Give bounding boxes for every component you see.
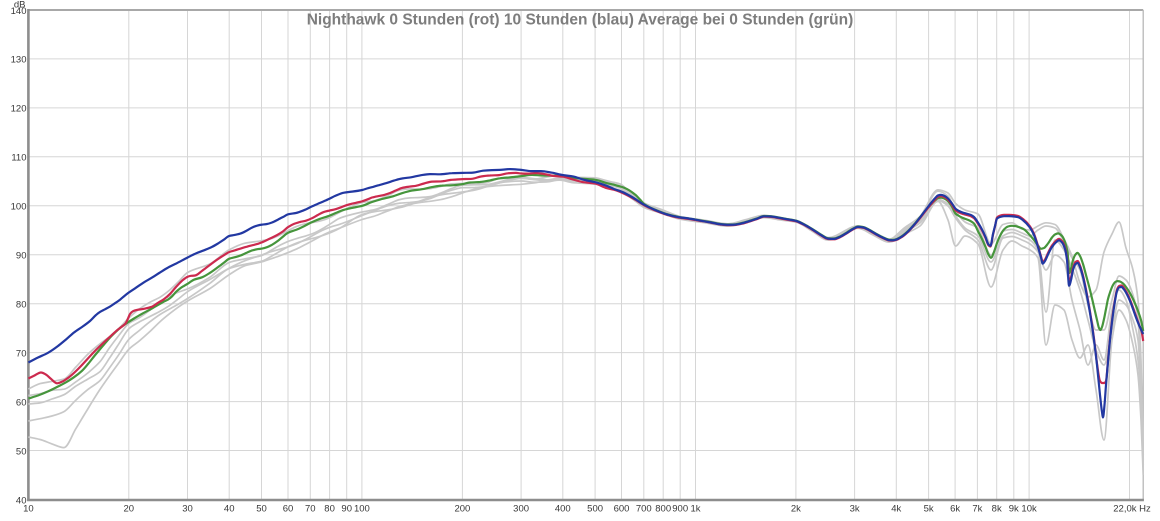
svg-text:800: 800 bbox=[655, 504, 671, 515]
svg-text:60: 60 bbox=[283, 504, 294, 515]
svg-text:22,0k Hz: 22,0k Hz bbox=[1113, 504, 1151, 515]
svg-text:70: 70 bbox=[16, 348, 27, 359]
svg-text:7k: 7k bbox=[972, 504, 982, 515]
svg-text:130: 130 bbox=[11, 55, 27, 66]
svg-text:50: 50 bbox=[256, 504, 267, 515]
svg-text:40: 40 bbox=[224, 504, 235, 515]
svg-text:60: 60 bbox=[16, 397, 27, 408]
svg-text:2k: 2k bbox=[791, 504, 801, 515]
svg-text:40: 40 bbox=[16, 495, 27, 506]
svg-text:100: 100 bbox=[11, 202, 27, 213]
svg-text:6k: 6k bbox=[950, 504, 960, 515]
svg-text:200: 200 bbox=[454, 504, 470, 515]
svg-text:9k: 9k bbox=[1009, 504, 1019, 515]
svg-text:80: 80 bbox=[324, 504, 335, 515]
svg-text:400: 400 bbox=[555, 504, 571, 515]
svg-text:10k: 10k bbox=[1021, 504, 1037, 515]
svg-text:3k: 3k bbox=[850, 504, 860, 515]
svg-text:30: 30 bbox=[182, 504, 193, 515]
svg-text:500: 500 bbox=[587, 504, 603, 515]
svg-text:Nighthawk 0 Stunden (rot) 10 S: Nighthawk 0 Stunden (rot) 10 Stunden (bl… bbox=[307, 12, 854, 29]
svg-text:100: 100 bbox=[354, 504, 370, 515]
svg-text:dB: dB bbox=[14, 0, 26, 11]
svg-text:140: 140 bbox=[11, 6, 27, 17]
svg-text:600: 600 bbox=[614, 504, 630, 515]
svg-text:110: 110 bbox=[11, 153, 26, 164]
svg-text:120: 120 bbox=[11, 104, 27, 115]
svg-text:20: 20 bbox=[124, 504, 135, 515]
svg-text:10: 10 bbox=[23, 504, 34, 515]
svg-text:5k: 5k bbox=[924, 504, 934, 515]
svg-text:90: 90 bbox=[341, 504, 352, 515]
svg-text:8k: 8k bbox=[992, 504, 1002, 515]
svg-text:1k: 1k bbox=[690, 504, 700, 515]
svg-text:700: 700 bbox=[636, 504, 652, 515]
svg-text:80: 80 bbox=[16, 300, 27, 311]
svg-text:90: 90 bbox=[16, 251, 27, 262]
svg-text:300: 300 bbox=[513, 504, 529, 515]
svg-text:4k: 4k bbox=[891, 504, 901, 515]
svg-text:50: 50 bbox=[16, 446, 27, 457]
svg-text:70: 70 bbox=[305, 504, 316, 515]
svg-text:900: 900 bbox=[672, 504, 688, 515]
